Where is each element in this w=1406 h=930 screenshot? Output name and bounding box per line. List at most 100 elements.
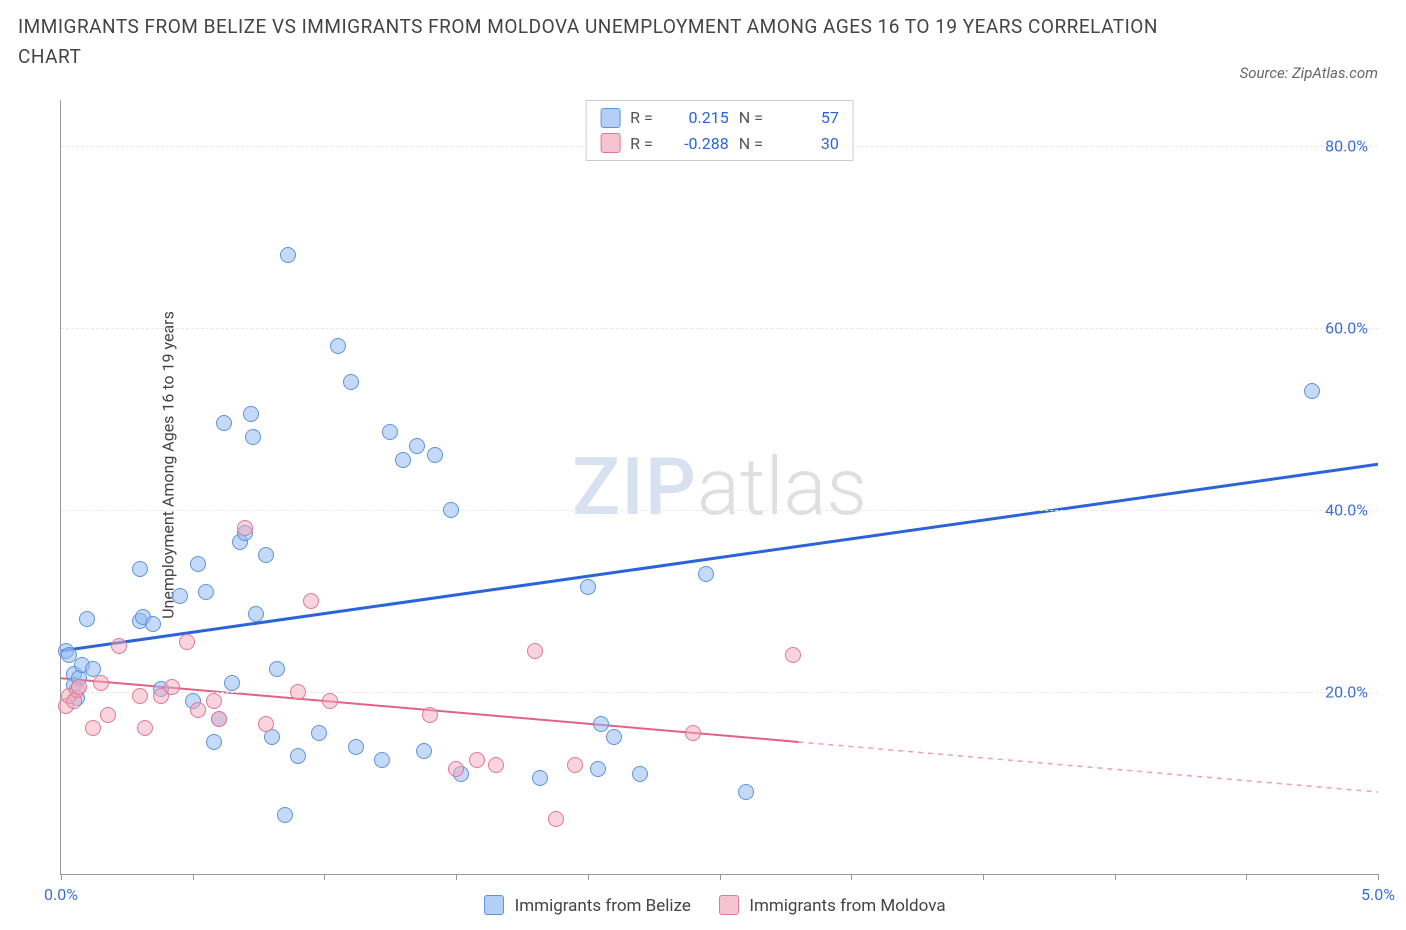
data-point [172, 588, 188, 604]
data-point [785, 647, 801, 663]
data-point [532, 770, 548, 786]
chart-title: IMMIGRANTS FROM BELIZE VS IMMIGRANTS FRO… [18, 12, 1186, 73]
data-point [79, 611, 95, 627]
y-tick-label: 80.0% [1325, 136, 1368, 155]
x-tick-mark [193, 874, 194, 880]
gridline [61, 510, 1378, 511]
legend-label-moldova: Immigrants from Moldova [749, 896, 945, 916]
data-point [348, 739, 364, 755]
data-point [277, 807, 293, 823]
n-label: N = [739, 131, 763, 157]
data-point [269, 661, 285, 677]
watermark: ZIPatlas [572, 440, 867, 534]
trend-lines [61, 100, 1378, 874]
data-point [580, 579, 596, 595]
data-point [311, 725, 327, 741]
data-point [71, 679, 87, 695]
data-point [258, 547, 274, 563]
data-point [409, 438, 425, 454]
legend-row-belize: R = 0.215 N = 57 [600, 105, 839, 131]
data-point [237, 520, 253, 536]
data-point [330, 338, 346, 354]
data-point [590, 761, 606, 777]
data-point [190, 702, 206, 718]
watermark-part1: ZIP [572, 440, 697, 534]
data-point [303, 593, 319, 609]
data-point [93, 675, 109, 691]
r-value-belize: 0.215 [663, 105, 729, 131]
watermark-part2: atlas [697, 440, 867, 534]
y-tick-label: 60.0% [1325, 318, 1368, 337]
data-point [567, 757, 583, 773]
data-point [548, 811, 564, 827]
data-point [190, 556, 206, 572]
data-point [527, 643, 543, 659]
data-point [416, 743, 432, 759]
data-point [224, 675, 240, 691]
legend-label-belize: Immigrants from Belize [515, 896, 691, 916]
gridline [61, 328, 1378, 329]
x-tick-mark [851, 874, 852, 880]
x-tick-mark [1378, 874, 1379, 880]
correlation-legend: R = 0.215 N = 57 R = -0.288 N = 30 [585, 100, 854, 161]
x-tick-mark [1115, 874, 1116, 880]
data-point [179, 634, 195, 650]
legend-row-moldova: R = -0.288 N = 30 [600, 131, 839, 157]
swatch-blue-icon [484, 895, 504, 915]
data-point [258, 716, 274, 732]
data-point [206, 693, 222, 709]
data-point [198, 584, 214, 600]
data-point [374, 752, 390, 768]
data-point [280, 247, 296, 263]
x-tick-mark [61, 874, 62, 880]
data-point [382, 424, 398, 440]
data-point [738, 784, 754, 800]
data-point [395, 452, 411, 468]
data-point [488, 757, 504, 773]
data-point [606, 729, 622, 745]
data-point [132, 561, 148, 577]
gridline [61, 692, 1378, 693]
x-tick-mark [456, 874, 457, 880]
data-point [145, 616, 161, 632]
n-value-belize: 57 [773, 105, 839, 131]
y-tick-label: 20.0% [1325, 682, 1368, 701]
data-point [448, 761, 464, 777]
n-label: N = [739, 105, 763, 131]
data-point [632, 766, 648, 782]
data-point [593, 716, 609, 732]
data-point [111, 638, 127, 654]
x-tick-mark [588, 874, 589, 880]
r-label: R = [630, 105, 653, 131]
data-point [698, 566, 714, 582]
data-point [443, 502, 459, 518]
data-point [100, 707, 116, 723]
data-point [427, 447, 443, 463]
data-point [245, 429, 261, 445]
x-tick-mark [983, 874, 984, 880]
data-point [206, 734, 222, 750]
data-point [85, 720, 101, 736]
data-point [137, 720, 153, 736]
data-point [132, 688, 148, 704]
n-value-moldova: 30 [773, 131, 839, 157]
data-point [685, 725, 701, 741]
x-tick-mark [1246, 874, 1247, 880]
data-point [469, 752, 485, 768]
y-tick-label: 40.0% [1325, 500, 1368, 519]
series-legend: Immigrants from Belize Immigrants from M… [0, 895, 1406, 916]
data-point [264, 729, 280, 745]
swatch-blue-icon [600, 108, 620, 128]
r-label: R = [630, 131, 653, 157]
data-point [290, 748, 306, 764]
data-point [343, 374, 359, 390]
swatch-pink-icon [600, 133, 620, 153]
data-point [211, 711, 227, 727]
data-point [248, 606, 264, 622]
x-tick-mark [720, 874, 721, 880]
data-point [216, 415, 232, 431]
data-point [422, 707, 438, 723]
swatch-pink-icon [719, 895, 739, 915]
r-value-moldova: -0.288 [663, 131, 729, 157]
source-attribution: Source: ZipAtlas.com [1240, 64, 1378, 82]
